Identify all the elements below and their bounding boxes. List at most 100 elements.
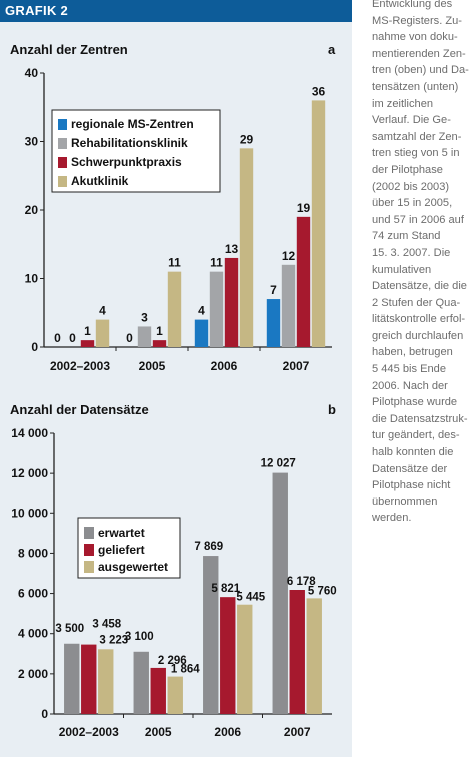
caption-line: tren (oben) und Da- xyxy=(372,64,469,77)
bar xyxy=(152,340,167,347)
y-tick-label: 4 000 xyxy=(18,627,48,641)
legend-swatch xyxy=(58,119,67,130)
panel-header: GRAFIK 2 xyxy=(0,0,352,22)
x-category-label: 2006 xyxy=(214,725,241,739)
y-tick-label: 20 xyxy=(25,203,39,217)
caption-line: im zeitlichen xyxy=(372,97,434,110)
legend-label: erwartet xyxy=(98,526,145,540)
bar-value-label: 19 xyxy=(297,201,311,215)
caption-line: samtzahl der Zen- xyxy=(372,130,462,143)
bar-value-label: 36 xyxy=(312,84,326,98)
y-tick-label: 10 000 xyxy=(11,506,48,520)
legend: regionale MS-Zentren Rehabilitationsklini… xyxy=(51,109,221,193)
y-tick-label: 12 000 xyxy=(11,466,48,480)
caption-line: Entwicklung des xyxy=(372,0,453,10)
caption-line: litätskontrolle erfol- xyxy=(372,313,466,326)
bar-value-label: 12 xyxy=(282,249,296,263)
caption-line: halb konnten die xyxy=(372,446,454,459)
caption-line: greich durchlaufen xyxy=(372,329,464,342)
bar-value-label: 0 xyxy=(69,331,76,345)
bar-value-label: 5 760 xyxy=(308,585,337,597)
caption-line: nahme von doku- xyxy=(372,31,458,44)
legend-box xyxy=(77,517,181,579)
panel-letter: a xyxy=(328,42,336,57)
caption-line: Pilotphase wurde xyxy=(372,396,458,409)
caption-line: 15. 3. 2007. Die xyxy=(372,246,451,259)
legend-label: Akutklinik xyxy=(71,174,129,188)
caption-line: haben, betrugen xyxy=(372,346,453,359)
bar xyxy=(137,326,152,347)
caption-line: 2 Stufen der Qua- xyxy=(372,296,461,309)
bar xyxy=(167,676,183,714)
x-category-label: 2002–2003 xyxy=(59,725,119,739)
chart-datensaetze: Anzahl der Datensätze b 0 2 000 4 000 6 000 8 … xyxy=(10,402,337,739)
legend-swatch xyxy=(84,561,94,573)
legend-swatch xyxy=(58,138,67,149)
bar-value-label: 5 445 xyxy=(236,592,265,604)
legend-swatch xyxy=(58,176,67,187)
legend-label: Schwerpunktpraxis xyxy=(71,155,182,169)
y-tick-label: 2 000 xyxy=(18,667,48,681)
chart-title: Anzahl der Zentren xyxy=(10,42,128,57)
bar xyxy=(150,667,166,714)
bar xyxy=(237,604,253,714)
bar-value-label: 1 864 xyxy=(171,664,200,676)
bar-value-label: 3 500 xyxy=(55,623,84,635)
bar-value-label: 1 xyxy=(84,324,91,338)
bar-value-label: 2 296 xyxy=(158,655,187,667)
bar xyxy=(133,651,149,714)
caption-line: übernommen xyxy=(372,495,438,508)
panel-letter: b xyxy=(328,402,336,417)
bar xyxy=(98,649,114,714)
bar-value-label: 0 xyxy=(126,331,133,345)
caption-line: kumulativen xyxy=(372,263,432,276)
x-category-label: 2005 xyxy=(145,725,172,739)
caption-line: tensätzen (unten) xyxy=(372,80,459,93)
figure-caption: Entwicklung des MS-Registers. Zu-nahme vo… xyxy=(372,0,472,527)
legend-swatch xyxy=(84,527,94,539)
caption-line: 2006. Nach der xyxy=(372,379,448,392)
bar-value-label: 1 xyxy=(156,324,163,338)
chart-title: Anzahl der Datensätze xyxy=(10,402,149,417)
caption-line: mentierenden Zen- xyxy=(372,47,466,60)
bar xyxy=(311,100,326,348)
legend-box xyxy=(51,109,221,193)
y-tick-label: 0 xyxy=(41,707,48,721)
caption-line: MS-Registers. Zu- xyxy=(372,14,462,27)
bar-value-label: 7 869 xyxy=(194,541,223,553)
legend-label: ausgewertet xyxy=(98,560,168,574)
legend-label: Rehabilitationsklinik xyxy=(71,136,188,150)
x-category-label: 2007 xyxy=(284,725,311,739)
caption-line: Datensätze, die die xyxy=(372,280,467,293)
bar xyxy=(194,319,209,347)
bar-value-label: 12 027 xyxy=(261,458,296,470)
bar-value-label: 0 xyxy=(54,331,61,345)
y-tick-label: 8 000 xyxy=(18,546,48,560)
caption-line: (2002 bis 2003) xyxy=(372,180,450,193)
bar xyxy=(203,556,219,714)
caption-line: 5 445 bis Ende xyxy=(372,363,447,376)
bar-value-label: 4 xyxy=(99,304,106,318)
bar-value-label: 4 xyxy=(198,304,205,318)
caption-line: Pilotphase nicht xyxy=(372,479,451,492)
bar-value-label: 7 xyxy=(270,283,277,297)
bar-value-label: 3 xyxy=(141,310,148,324)
bar xyxy=(64,643,80,714)
bar-value-label: 3 458 xyxy=(92,619,121,631)
bar-value-label: 13 xyxy=(225,242,239,256)
legend-swatch xyxy=(84,544,94,556)
bar-value-label: 3 223 xyxy=(99,634,128,646)
bar xyxy=(239,148,254,347)
caption-line: 74 zum Stand xyxy=(372,230,441,243)
caption-line: über 15 in 2005, xyxy=(372,197,453,210)
bar xyxy=(272,472,288,714)
y-tick-label: 10 xyxy=(25,272,39,286)
x-category-label: 2005 xyxy=(139,359,166,373)
y-tick-label: 14 000 xyxy=(11,426,48,440)
bar xyxy=(266,299,281,347)
y-tick-label: 0 xyxy=(31,340,38,354)
bar-value-label: 3 100 xyxy=(125,631,154,643)
caption-line: und 57 in 2006 auf xyxy=(372,213,464,226)
y-tick-label: 30 xyxy=(25,135,39,149)
